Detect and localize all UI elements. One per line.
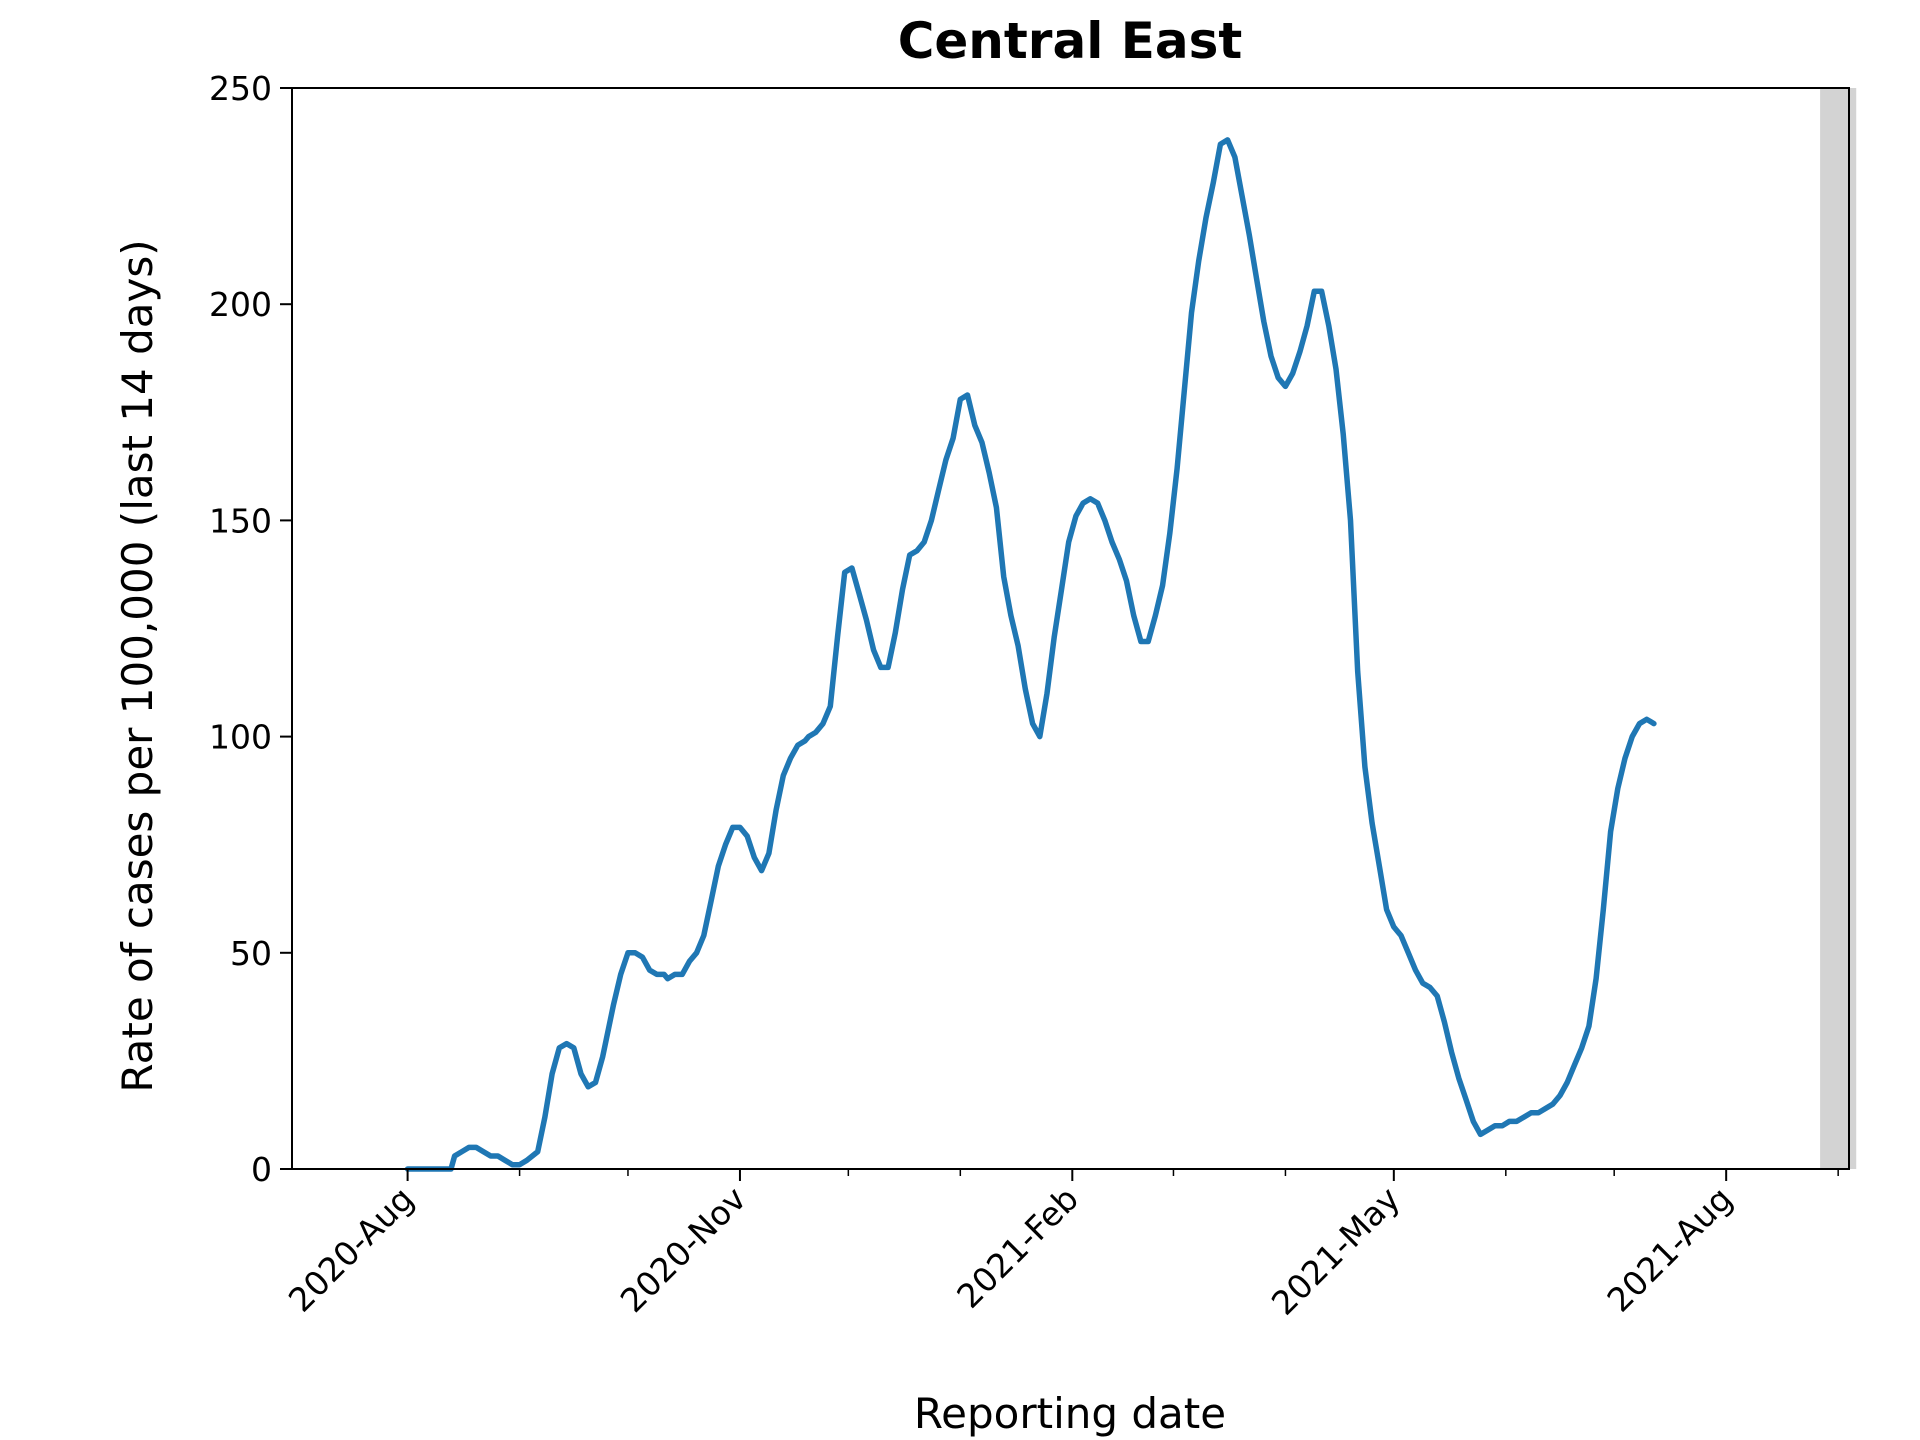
shaded-region [1820, 88, 1857, 1169]
y-tick-label: 0 [251, 1150, 272, 1189]
y-axis: 0 50 100 150 200 250 [209, 69, 292, 1189]
y-tick-label: 250 [209, 69, 272, 108]
x-tick-label: 2021-Feb [949, 1179, 1086, 1316]
y-axis-label: Rate of cases per 100,000 (last 14 days) [113, 239, 162, 1092]
x-tick-label: 2020-Aug [281, 1179, 421, 1319]
x-tick-label: 2020-Nov [613, 1179, 754, 1320]
x-tick-label: 2021-May [1264, 1179, 1408, 1323]
y-tick-label: 150 [209, 501, 272, 540]
plot-frame [291, 87, 1850, 1170]
x-axis-label: Reporting date [914, 1389, 1226, 1438]
plot-area [291, 87, 1857, 1172]
x-axis: 2020-Aug 2020-Nov 2021-Feb 2021-May 2021-Aug [281, 1169, 1839, 1323]
series-line-0 [404, 137, 1657, 1172]
x-tick-label: 2021-Aug [1599, 1179, 1739, 1319]
chart-title: Central East [898, 12, 1243, 70]
y-tick-label: 50 [230, 934, 272, 973]
y-tick-label: 200 [209, 285, 272, 324]
y-tick-label: 100 [209, 718, 272, 757]
